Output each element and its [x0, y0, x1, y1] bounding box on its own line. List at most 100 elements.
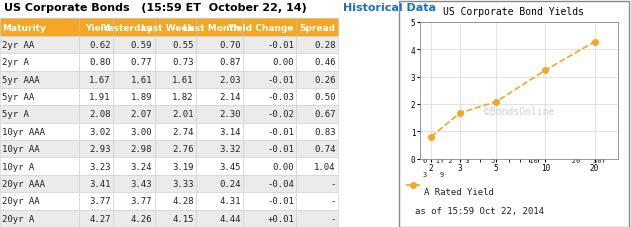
FancyBboxPatch shape	[243, 210, 297, 227]
FancyBboxPatch shape	[113, 106, 155, 123]
FancyBboxPatch shape	[0, 106, 80, 123]
Text: 0.87: 0.87	[219, 58, 240, 67]
Text: 2yr A: 2yr A	[3, 58, 29, 67]
FancyBboxPatch shape	[0, 123, 80, 141]
FancyBboxPatch shape	[196, 141, 243, 158]
FancyBboxPatch shape	[196, 89, 243, 106]
FancyBboxPatch shape	[80, 210, 113, 227]
Text: 2.76: 2.76	[172, 145, 194, 154]
Text: Historical Data: Historical Data	[343, 3, 436, 13]
FancyBboxPatch shape	[243, 19, 297, 37]
Text: 0.46: 0.46	[314, 58, 336, 67]
Text: 3.24: 3.24	[131, 162, 152, 171]
FancyBboxPatch shape	[80, 54, 113, 71]
Text: 1.61: 1.61	[172, 75, 194, 84]
FancyBboxPatch shape	[243, 175, 297, 192]
Text: 2.03: 2.03	[219, 75, 240, 84]
FancyBboxPatch shape	[113, 210, 155, 227]
FancyBboxPatch shape	[297, 37, 338, 54]
Text: -0.03: -0.03	[267, 93, 294, 102]
Text: Maturity: Maturity	[3, 23, 46, 32]
FancyBboxPatch shape	[155, 106, 196, 123]
FancyBboxPatch shape	[155, 210, 196, 227]
Text: 2.07: 2.07	[131, 110, 152, 119]
FancyBboxPatch shape	[297, 106, 338, 123]
Text: 0.59: 0.59	[131, 41, 152, 50]
FancyBboxPatch shape	[243, 158, 297, 175]
FancyBboxPatch shape	[297, 158, 338, 175]
Text: -: -	[330, 179, 336, 188]
Text: 4.15: 4.15	[172, 214, 194, 223]
FancyBboxPatch shape	[297, 19, 338, 37]
FancyBboxPatch shape	[155, 54, 196, 71]
FancyBboxPatch shape	[80, 89, 113, 106]
Text: 1.04: 1.04	[314, 162, 336, 171]
FancyBboxPatch shape	[196, 106, 243, 123]
Text: Yield Change: Yield Change	[228, 23, 294, 32]
Text: 20yr A: 20yr A	[3, 214, 35, 223]
FancyBboxPatch shape	[196, 210, 243, 227]
Text: 3.19: 3.19	[172, 162, 194, 171]
FancyBboxPatch shape	[113, 54, 155, 71]
Text: 3.41: 3.41	[89, 179, 110, 188]
Text: 1.91: 1.91	[89, 93, 110, 102]
Text: 3.23: 3.23	[89, 162, 110, 171]
FancyBboxPatch shape	[113, 192, 155, 210]
FancyBboxPatch shape	[196, 19, 243, 37]
FancyBboxPatch shape	[0, 158, 80, 175]
FancyBboxPatch shape	[155, 192, 196, 210]
FancyBboxPatch shape	[243, 37, 297, 54]
FancyBboxPatch shape	[196, 54, 243, 71]
Text: -0.04: -0.04	[267, 179, 294, 188]
Text: 1.61: 1.61	[131, 75, 152, 84]
Text: ©BondsOnline: ©BondsOnline	[484, 106, 554, 116]
FancyBboxPatch shape	[196, 123, 243, 141]
FancyBboxPatch shape	[297, 89, 338, 106]
Text: 20yr AA: 20yr AA	[3, 197, 40, 205]
FancyBboxPatch shape	[155, 19, 196, 37]
Text: 2.74: 2.74	[172, 127, 194, 136]
Text: 0.24: 0.24	[219, 179, 240, 188]
Text: 4.26: 4.26	[131, 214, 152, 223]
FancyBboxPatch shape	[0, 54, 80, 71]
Text: 20yr AAA: 20yr AAA	[3, 179, 45, 188]
Text: -0.02: -0.02	[267, 110, 294, 119]
Text: Yield: Yield	[85, 23, 110, 32]
Text: 3.02: 3.02	[89, 127, 110, 136]
Text: 0.28: 0.28	[314, 41, 336, 50]
Text: 3.45: 3.45	[219, 162, 240, 171]
Text: 10yr AA: 10yr AA	[3, 145, 40, 154]
Text: 0.62: 0.62	[89, 41, 110, 50]
FancyBboxPatch shape	[0, 19, 80, 37]
FancyBboxPatch shape	[80, 158, 113, 175]
Text: 2yr AA: 2yr AA	[3, 41, 35, 50]
FancyBboxPatch shape	[80, 123, 113, 141]
Text: Last Week: Last Week	[141, 23, 194, 32]
Text: US Corporate Bond Yields: US Corporate Bond Yields	[443, 7, 584, 17]
FancyBboxPatch shape	[196, 37, 243, 54]
FancyBboxPatch shape	[297, 192, 338, 210]
Text: 2.98: 2.98	[131, 145, 152, 154]
Text: 0.00: 0.00	[273, 58, 294, 67]
Text: 1.67: 1.67	[89, 75, 110, 84]
FancyBboxPatch shape	[113, 89, 155, 106]
FancyBboxPatch shape	[155, 37, 196, 54]
FancyBboxPatch shape	[80, 175, 113, 192]
Text: 4.31: 4.31	[219, 197, 240, 205]
FancyBboxPatch shape	[297, 123, 338, 141]
Text: 3.00: 3.00	[131, 127, 152, 136]
FancyBboxPatch shape	[113, 175, 155, 192]
Text: -0.01: -0.01	[267, 197, 294, 205]
FancyBboxPatch shape	[155, 71, 196, 89]
Text: 0.77: 0.77	[131, 58, 152, 67]
Text: 2.14: 2.14	[219, 93, 240, 102]
Text: 5yr AAA: 5yr AAA	[3, 75, 40, 84]
Text: 3.77: 3.77	[89, 197, 110, 205]
Text: 3.43: 3.43	[131, 179, 152, 188]
Text: 2.01: 2.01	[172, 110, 194, 119]
Text: 2.93: 2.93	[89, 145, 110, 154]
FancyBboxPatch shape	[155, 158, 196, 175]
FancyBboxPatch shape	[243, 141, 297, 158]
FancyBboxPatch shape	[243, 54, 297, 71]
FancyBboxPatch shape	[80, 71, 113, 89]
